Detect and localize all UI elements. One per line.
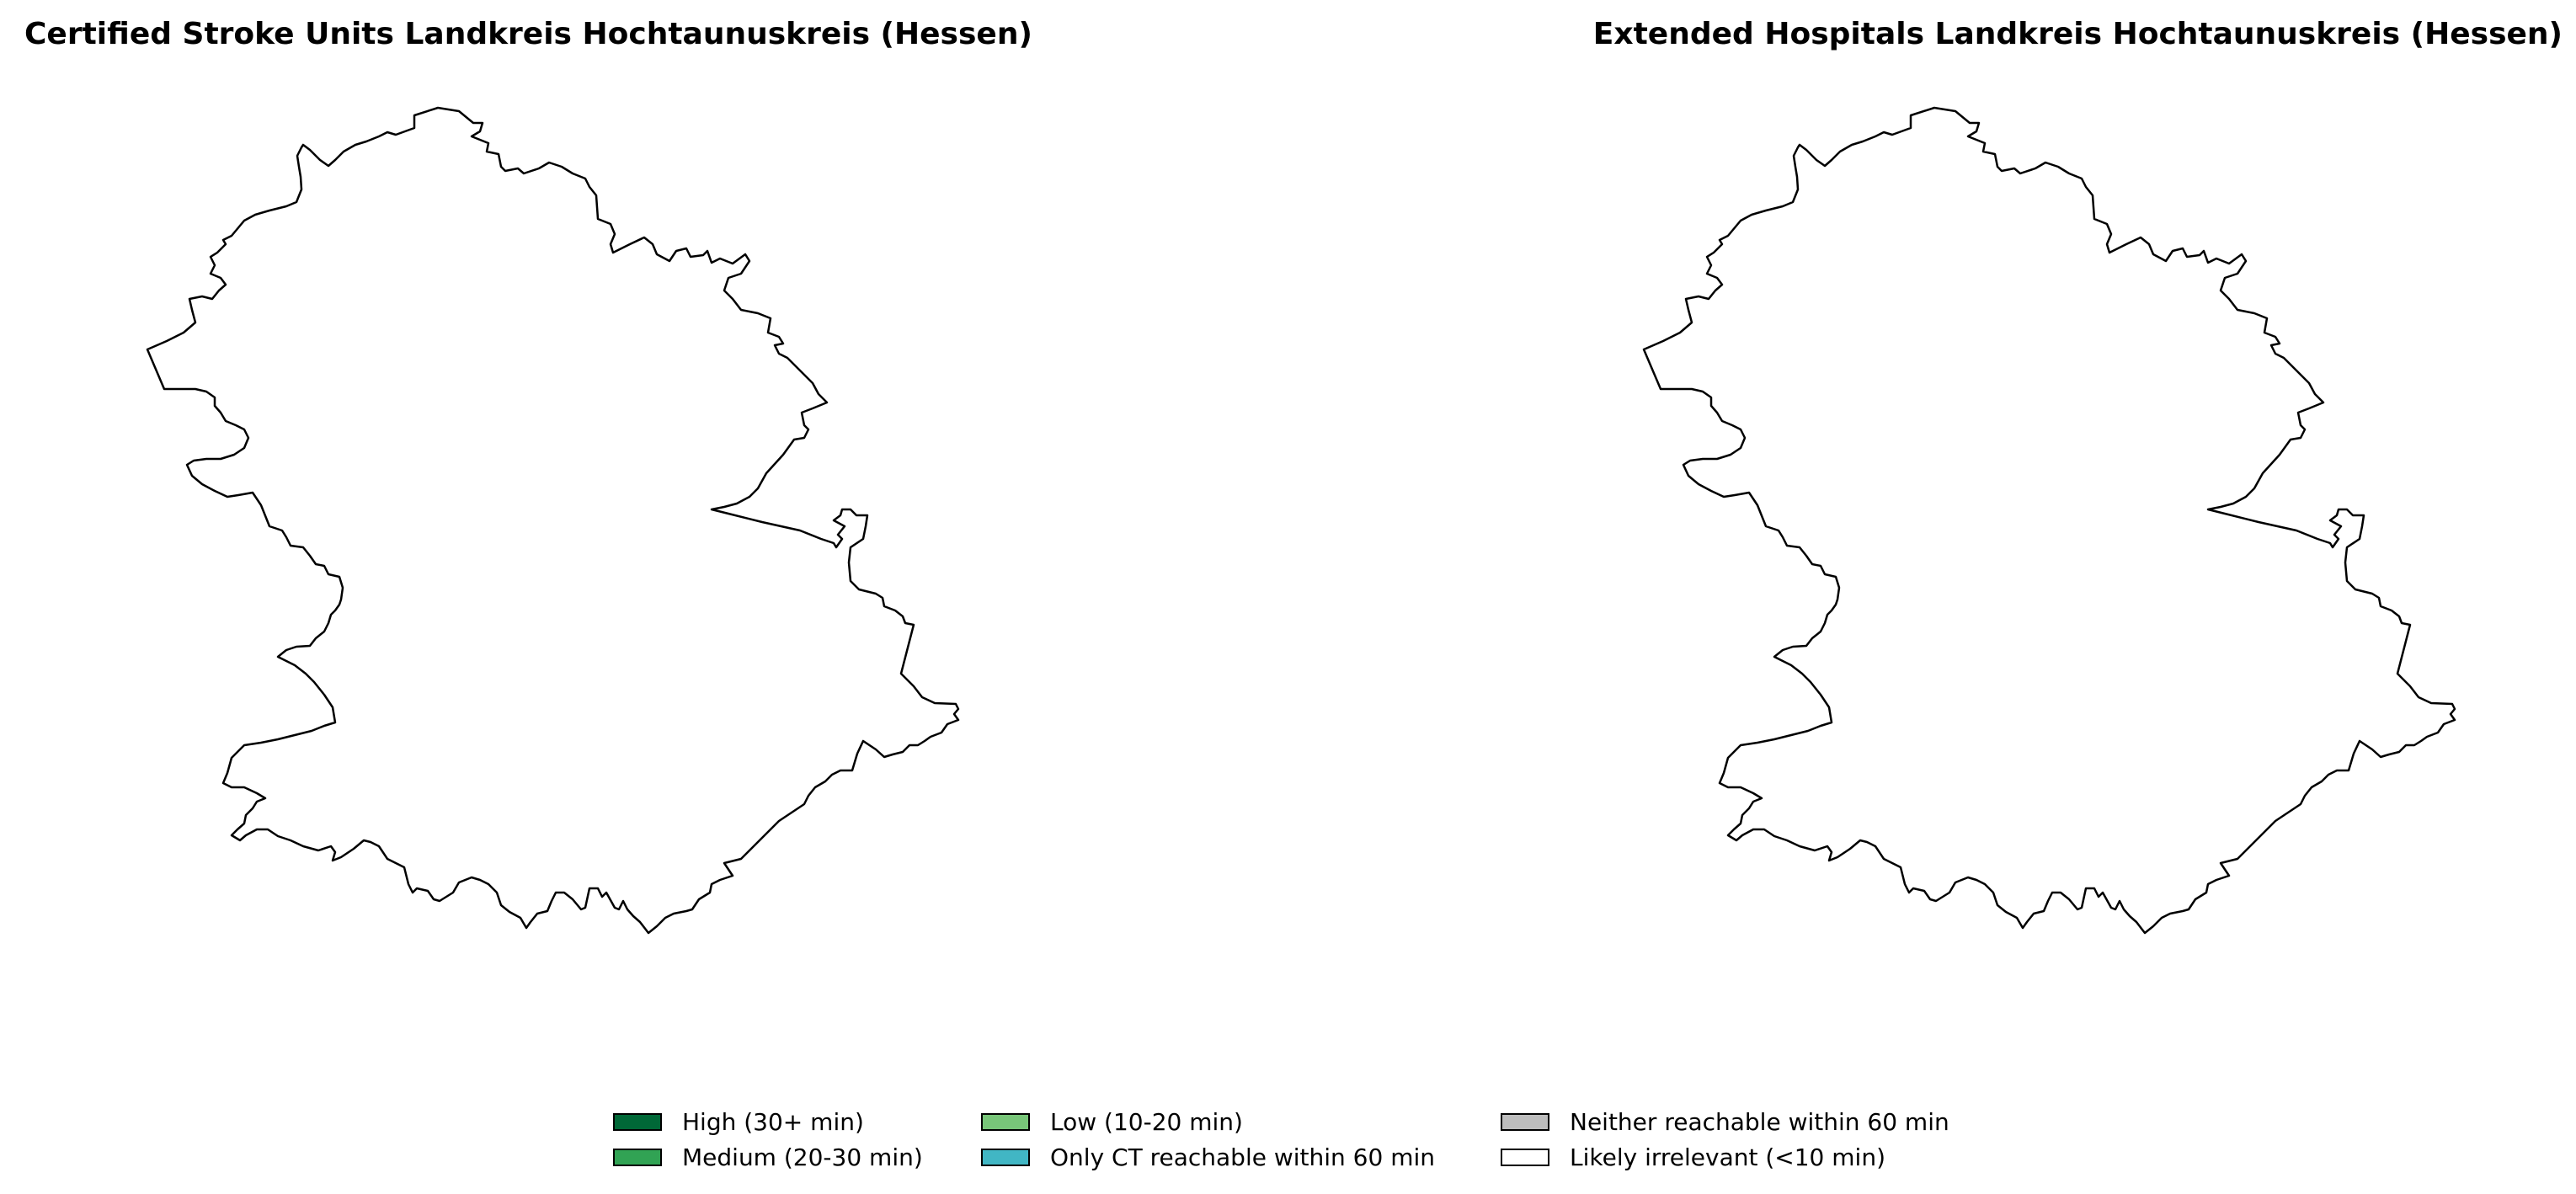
legend-item-only-ct: Only CT reachable within 60 min: [981, 1143, 1435, 1171]
legend-swatch-likely-irrelevant: [1501, 1148, 1549, 1166]
legend-label-only-ct: Only CT reachable within 60 min: [1050, 1143, 1436, 1171]
district-boundary-hochtaunuskreis: [146, 106, 960, 935]
legend-swatch-high: [613, 1112, 662, 1131]
legend-swatch-low: [981, 1112, 1030, 1131]
legend-label-high: High (30+ min): [682, 1107, 864, 1136]
legend-label-neither: Neither reachable within 60 min: [1570, 1107, 1949, 1136]
legend-item-medium: Medium (20-30 min): [613, 1143, 923, 1171]
map-legend: High (30+ min) Medium (20-30 min) Low (1…: [613, 1107, 1994, 1191]
legend-item-high: High (30+ min): [613, 1107, 864, 1136]
legend-item-neither: Neither reachable within 60 min: [1501, 1107, 1949, 1136]
legend-swatch-neither: [1501, 1112, 1549, 1131]
legend-label-medium: Medium (20-30 min): [682, 1143, 923, 1171]
map-panel-extended-hospitals: Extended Hospitals Landkreis Hochtaunusk…: [1288, 0, 2576, 1053]
map-title-extended-hospitals: Extended Hospitals Landkreis Hochtaunusk…: [1592, 17, 2563, 51]
map-title-certified-stroke-units: Certified Stroke Units Landkreis Hochtau…: [24, 17, 1032, 51]
legend-label-low: Low (10-20 min): [1050, 1107, 1243, 1136]
district-map-certified-stroke-units: [146, 106, 960, 935]
legend-item-low: Low (10-20 min): [981, 1107, 1243, 1136]
district-map-extended-hospitals: [1642, 106, 2456, 935]
map-panel-certified-stroke-units: Certified Stroke Units Landkreis Hochtau…: [0, 0, 1288, 1053]
legend-swatch-medium: [613, 1148, 662, 1166]
district-boundary-hochtaunuskreis: [1642, 106, 2456, 935]
legend-swatch-only-ct: [981, 1148, 1030, 1166]
legend-item-likely-irrelevant: Likely irrelevant (<10 min): [1501, 1143, 1885, 1171]
legend-label-likely-irrelevant: Likely irrelevant (<10 min): [1570, 1143, 1885, 1171]
